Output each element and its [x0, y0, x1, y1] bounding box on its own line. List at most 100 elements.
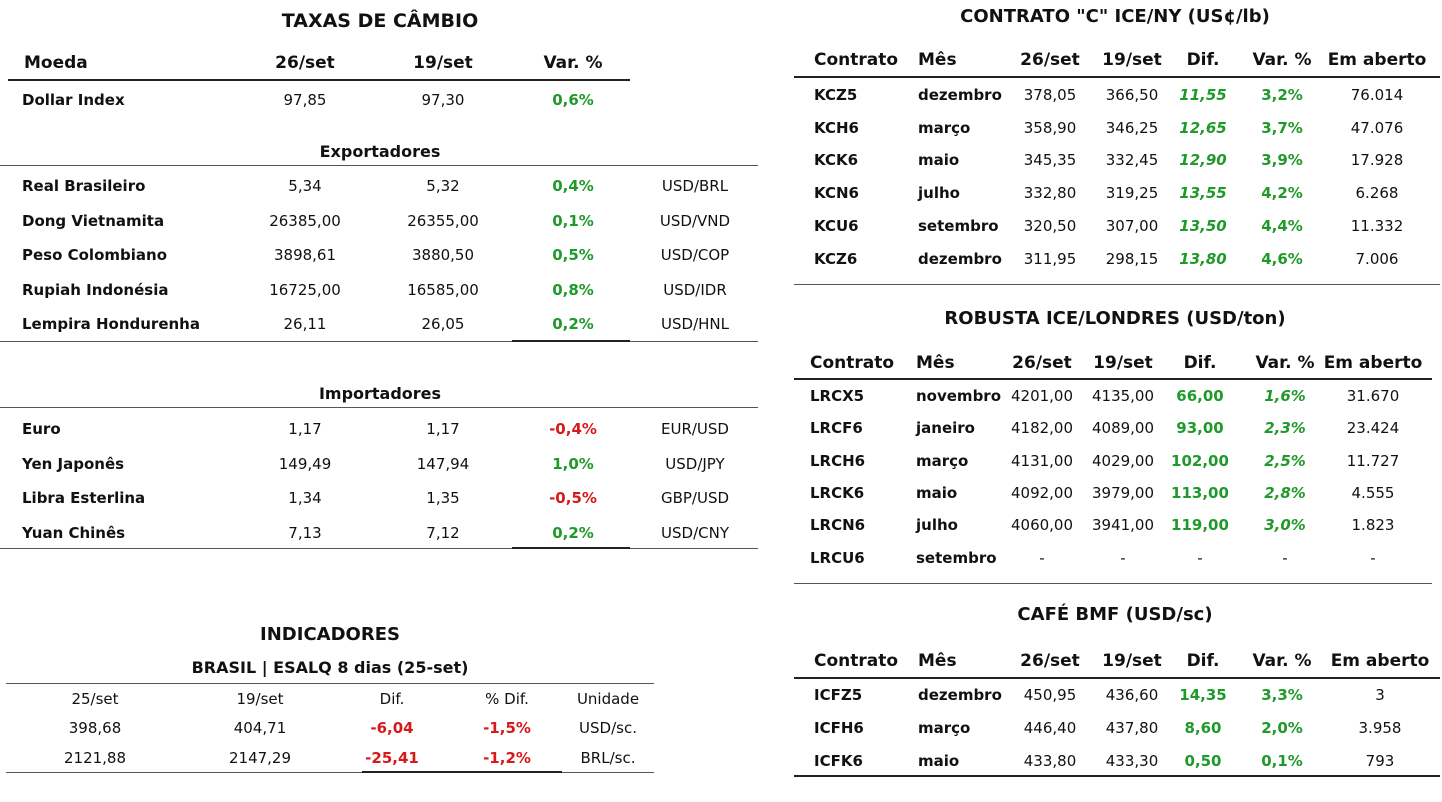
- row-value: 4060,00: [1010, 516, 1074, 535]
- ice_ny-header-date2: 19/set: [1102, 50, 1162, 70]
- bmf-header-var: Var. %: [1252, 651, 1312, 671]
- row-contract: LRCN6: [810, 516, 866, 535]
- row-dif: 93,00: [1176, 419, 1224, 438]
- row-month: julho: [916, 516, 958, 535]
- row-dif: 66,00: [1176, 387, 1224, 405]
- bmf-header-row: Contrato Mês 26/set 19/set Dif. Var. % Em aber…: [790, 646, 1442, 676]
- row-value: 346,25: [1105, 118, 1159, 137]
- row-value: 450,95: [1023, 686, 1077, 704]
- table-row: KCH6 março 358,90 346,25 12,65 3,7% 47.076: [790, 113, 1442, 143]
- fx-exporters-rule: [0, 165, 758, 166]
- fx-header-row: Moeda 26/set 19/set Var. %: [0, 48, 760, 78]
- row-dif: 14,35: [1179, 686, 1227, 704]
- row-unit: USD/sc.: [579, 719, 637, 737]
- row-dif: -: [1197, 548, 1203, 567]
- row-var: 3,9%: [1261, 151, 1303, 170]
- row-label: Euro: [22, 420, 61, 438]
- row-label: Yuan Chinês: [22, 523, 126, 542]
- indicadores-header-dif: Dif.: [379, 690, 405, 708]
- row-pair: USD/COP: [660, 246, 730, 265]
- fx-exporters-var-rule: [512, 340, 630, 342]
- fx-header-date1: 26/set: [275, 53, 335, 73]
- table-row: Yen Japonês 149,49 147,94 1,0% USD/JPY: [0, 449, 760, 479]
- row-month: maio: [918, 752, 960, 770]
- row-value: 404,71: [233, 719, 287, 737]
- row-open: 4.555: [1351, 483, 1395, 502]
- fx-importers-bottom-rule: [0, 548, 758, 549]
- row-value: 433,80: [1023, 752, 1077, 770]
- bmf-header-open: Em aberto: [1330, 651, 1430, 671]
- row-contract: LRCU6: [810, 548, 865, 567]
- robusta-header-rule: [794, 378, 1432, 380]
- row-open: 17.928: [1350, 151, 1404, 170]
- ice_ny-header-var: Var. %: [1252, 50, 1312, 70]
- indicadores-header-date1: 25/set: [71, 690, 119, 708]
- row-month: março: [918, 118, 971, 137]
- indicadores-header-unit: Unidade: [576, 690, 640, 708]
- table-row: Dollar Index 97,85 97,30 0,6%: [0, 85, 760, 115]
- row-var: 2,5%: [1264, 451, 1306, 470]
- row-month: julho: [918, 184, 960, 203]
- row-value: 298,15: [1105, 249, 1159, 268]
- table-row: ICFH6 março 446,40 437,80 8,60 2,0% 3.958: [790, 713, 1442, 743]
- table-row: LRCK6 maio 4092,00 3979,00 113,00 2,8% 4.555: [790, 478, 1442, 508]
- row-dif: 11,55: [1179, 86, 1227, 104]
- row-contract: LRCF6: [810, 419, 863, 438]
- row-var: 3,0%: [1264, 516, 1306, 535]
- robusta-title: ROBUSTA ICE/LONDRES (USD/ton): [944, 308, 1286, 329]
- row-month: dezembro: [918, 249, 1002, 268]
- row-value: -: [1120, 548, 1126, 567]
- row-value: 3880,50: [411, 246, 475, 265]
- indicadores-table: INDICADORES BRASIL | ESALQ 8 dias (25-se…: [0, 620, 760, 802]
- fx-importers-rule: [0, 407, 758, 408]
- row-dif: 12,65: [1179, 118, 1227, 137]
- row-value: 4135,00: [1091, 387, 1155, 405]
- indicadores-header-row: 25/set 19/set Dif. % Dif. Unidade: [0, 684, 760, 714]
- row-var: 0,1%: [552, 211, 594, 230]
- table-row: Yuan Chinês 7,13 7,12 0,2% USD/CNY: [0, 518, 760, 548]
- row-value: 307,00: [1105, 216, 1159, 235]
- row-contract: ICFZ5: [814, 686, 863, 704]
- row-var: -0,4%: [549, 420, 597, 438]
- bmf-bottom-rule: [794, 775, 1440, 777]
- table-row: LRCN6 julho 4060,00 3941,00 119,00 3,0% 1.823: [790, 510, 1442, 540]
- row-var: 0,4%: [552, 177, 594, 195]
- row-var: -: [1282, 548, 1288, 567]
- row-dif: 13,55: [1179, 184, 1227, 203]
- ice_ny-header-month: Mês: [918, 50, 957, 70]
- row-value: 1,17: [288, 420, 322, 438]
- robusta-header-row: Contrato Mês 26/set 19/set Dif. Var. % Em aber…: [790, 348, 1442, 378]
- row-open: 76.014: [1350, 86, 1404, 104]
- row-value: 26,05: [421, 315, 465, 334]
- row-value: 4182,00: [1010, 419, 1074, 438]
- row-pair: USD/BRL: [661, 177, 729, 195]
- row-value: 433,30: [1105, 752, 1159, 770]
- row-value: 26385,00: [269, 211, 341, 230]
- row-value: 26,11: [283, 315, 327, 334]
- ice-ny-table: CONTRATO "C" ICE/NY (US¢/lb) Contrato Mês…: [790, 0, 1442, 290]
- table-row: KCZ6 dezembro 311,95 298,15 13,80 4,6% 7.006: [790, 244, 1442, 274]
- row-month: março: [916, 451, 969, 470]
- row-open: 47.076: [1350, 118, 1404, 137]
- bmf-header-date1: 26/set: [1020, 651, 1080, 671]
- row-var: 2,0%: [1261, 719, 1303, 737]
- row-open: 31.670: [1346, 387, 1400, 405]
- robusta-header-date1: 26/set: [1012, 353, 1072, 373]
- row-value: 147,94: [416, 454, 470, 473]
- row-pair: USD/VND: [659, 211, 731, 230]
- indicadores-subtitle: BRASIL | ESALQ 8 dias (25-set): [191, 658, 469, 677]
- row-contract: ICFH6: [814, 719, 864, 737]
- row-var: 0,1%: [1261, 752, 1303, 770]
- row-var: 3,2%: [1261, 86, 1303, 104]
- row-dif: 13,80: [1179, 249, 1227, 268]
- row-value: 5,32: [426, 177, 460, 195]
- row-value: 436,60: [1105, 686, 1159, 704]
- fx-header-date2: 19/set: [413, 53, 473, 73]
- table-row: LRCX5 novembro 4201,00 4135,00 66,00 1,6% 31.6…: [790, 381, 1442, 411]
- table-row: 398,68 404,71 -6,04 -1,5% USD/sc.: [0, 713, 760, 743]
- table-row: KCK6 maio 345,35 332,45 12,90 3,9% 17.928: [790, 145, 1442, 175]
- row-value: 1,34: [288, 489, 322, 508]
- robusta-table: ROBUSTA ICE/LONDRES (USD/ton) Contrato Mê…: [790, 300, 1442, 590]
- row-unit: BRL/sc.: [580, 749, 636, 767]
- fx-header-moeda: Moeda: [24, 53, 88, 73]
